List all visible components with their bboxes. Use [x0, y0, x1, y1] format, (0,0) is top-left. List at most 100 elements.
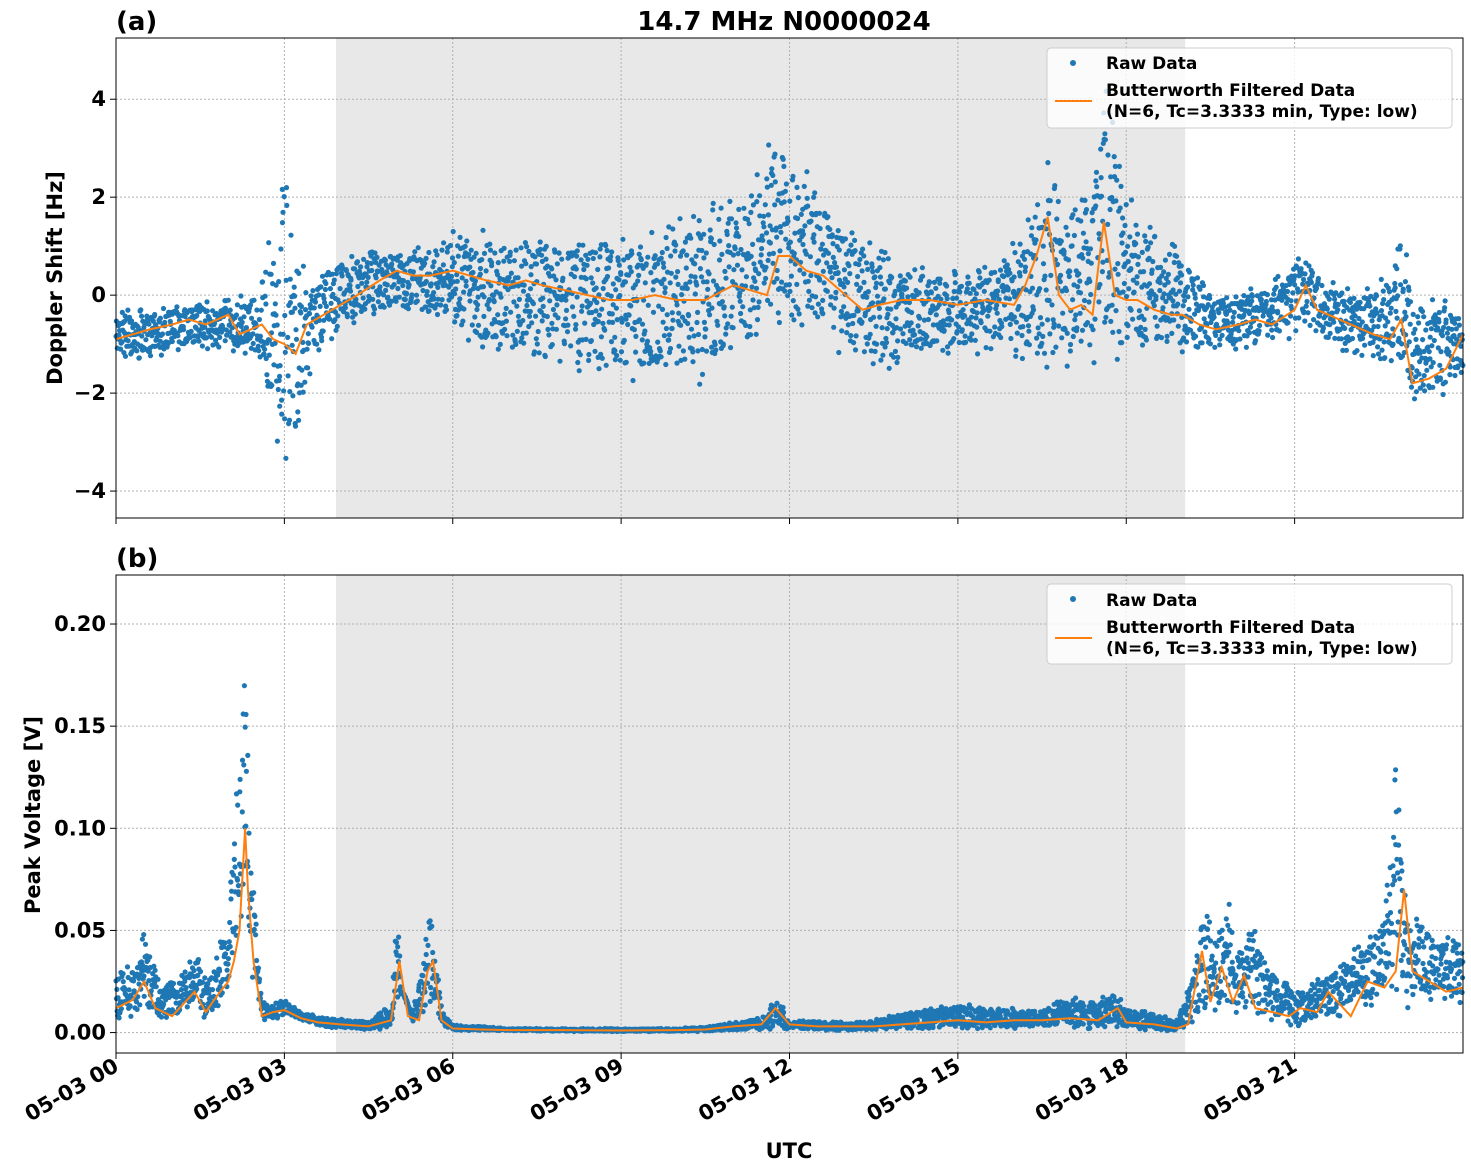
raw-data-point: [1036, 331, 1042, 337]
raw-data-point: [1320, 325, 1326, 331]
raw-data-point: [389, 261, 395, 267]
raw-data-point: [1013, 347, 1019, 353]
raw-data-point: [252, 913, 258, 920]
raw-data-point: [1379, 347, 1385, 353]
raw-data-point: [392, 971, 398, 977]
raw-data-point: [228, 879, 234, 885]
raw-data-point: [1048, 272, 1054, 278]
raw-data-point: [909, 309, 915, 316]
raw-data-point: [253, 932, 259, 938]
raw-data-point: [848, 333, 854, 339]
raw-data-point: [833, 289, 839, 295]
raw-data-point: [1425, 344, 1431, 350]
raw-data-point: [777, 248, 783, 254]
raw-data-point: [684, 285, 690, 292]
raw-data-point: [1403, 314, 1409, 320]
raw-data-point: [188, 328, 194, 334]
raw-data-point: [806, 288, 812, 294]
raw-data-point: [874, 341, 880, 347]
raw-data-point: [669, 325, 675, 332]
raw-data-point: [686, 334, 692, 340]
raw-data-point: [597, 246, 603, 252]
raw-data-point: [1283, 300, 1290, 306]
raw-data-point: [596, 366, 602, 372]
raw-data-point: [994, 310, 1000, 316]
raw-data-point: [1304, 298, 1310, 305]
raw-data-point: [1085, 251, 1091, 257]
raw-data-point: [580, 242, 586, 248]
raw-data-point: [756, 299, 762, 305]
raw-data-point: [553, 326, 560, 332]
raw-data-point: [1147, 295, 1153, 301]
raw-data-point: [835, 228, 841, 234]
raw-data-point: [489, 259, 495, 266]
raw-data-point: [1387, 310, 1393, 316]
raw-data-point: [1026, 328, 1032, 334]
raw-data-point: [878, 357, 884, 363]
raw-data-point: [909, 342, 915, 348]
raw-data-point: [120, 971, 126, 977]
raw-data-point: [1070, 297, 1076, 303]
raw-data-point: [1047, 331, 1053, 337]
raw-data-point: [234, 877, 241, 883]
raw-data-point: [434, 311, 441, 318]
raw-data-point: [129, 318, 135, 324]
raw-data-point: [169, 338, 175, 345]
raw-data-point: [588, 275, 594, 281]
raw-data-point: [841, 304, 847, 310]
raw-data-point: [1190, 282, 1196, 288]
raw-data-point: [717, 238, 723, 244]
raw-data-point: [690, 359, 696, 365]
raw-data-point: [850, 320, 856, 327]
raw-data-point: [872, 348, 878, 354]
raw-data-point: [787, 198, 793, 204]
raw-data-point: [604, 273, 611, 280]
raw-data-point: [333, 271, 339, 277]
raw-data-point: [191, 967, 197, 974]
raw-data-point: [761, 213, 767, 219]
raw-data-point: [503, 318, 509, 324]
raw-data-point: [946, 310, 952, 316]
raw-data-point: [321, 295, 327, 302]
raw-data-point: [417, 996, 423, 1002]
raw-data-point: [364, 264, 370, 270]
raw-data-point: [698, 235, 704, 241]
raw-data-point: [708, 236, 715, 242]
raw-data-point: [454, 272, 460, 278]
raw-data-point: [536, 350, 542, 356]
raw-data-point: [819, 241, 826, 247]
raw-data-point: [253, 921, 259, 927]
raw-data-point: [519, 335, 525, 341]
raw-data-point: [139, 936, 145, 942]
raw-data-point: [981, 288, 987, 294]
raw-data-point: [138, 307, 144, 313]
raw-data-point: [1428, 326, 1434, 332]
raw-data-point: [740, 304, 746, 310]
raw-data-point: [412, 249, 418, 255]
raw-data-point: [1186, 306, 1192, 312]
raw-data-point: [533, 313, 539, 319]
panel-b-ylabel: Peak Voltage [V]: [21, 716, 45, 914]
y-tick-label: 0.20: [54, 612, 106, 636]
raw-data-point: [1093, 169, 1100, 175]
raw-data-point: [420, 287, 426, 294]
raw-data-point: [1269, 327, 1275, 333]
raw-data-point: [680, 348, 687, 354]
raw-data-point: [817, 277, 823, 283]
raw-data-point: [662, 285, 668, 291]
raw-data-point: [672, 248, 678, 254]
raw-data-point: [699, 346, 705, 353]
raw-data-point: [790, 298, 796, 304]
raw-data-point: [222, 951, 229, 957]
raw-data-point: [266, 337, 272, 343]
raw-data-point: [865, 266, 871, 272]
raw-data-point: [838, 308, 845, 314]
raw-data-point: [583, 276, 589, 282]
raw-data-point: [658, 255, 664, 261]
raw-data-point: [263, 269, 269, 275]
raw-data-point: [1044, 364, 1050, 370]
raw-data-point: [598, 334, 605, 340]
raw-data-point: [1197, 286, 1203, 292]
raw-data-point: [1037, 315, 1044, 321]
raw-data-point: [495, 312, 501, 318]
